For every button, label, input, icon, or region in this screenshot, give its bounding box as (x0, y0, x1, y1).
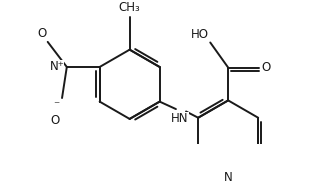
Text: HO: HO (190, 28, 208, 41)
Text: O: O (37, 27, 47, 40)
Text: HN: HN (171, 112, 189, 125)
Text: N⁺: N⁺ (49, 60, 64, 73)
Text: CH₃: CH₃ (119, 1, 140, 14)
Text: O: O (261, 61, 270, 74)
Text: N: N (224, 171, 233, 184)
Text: ⁻
O: ⁻ O (50, 99, 60, 127)
